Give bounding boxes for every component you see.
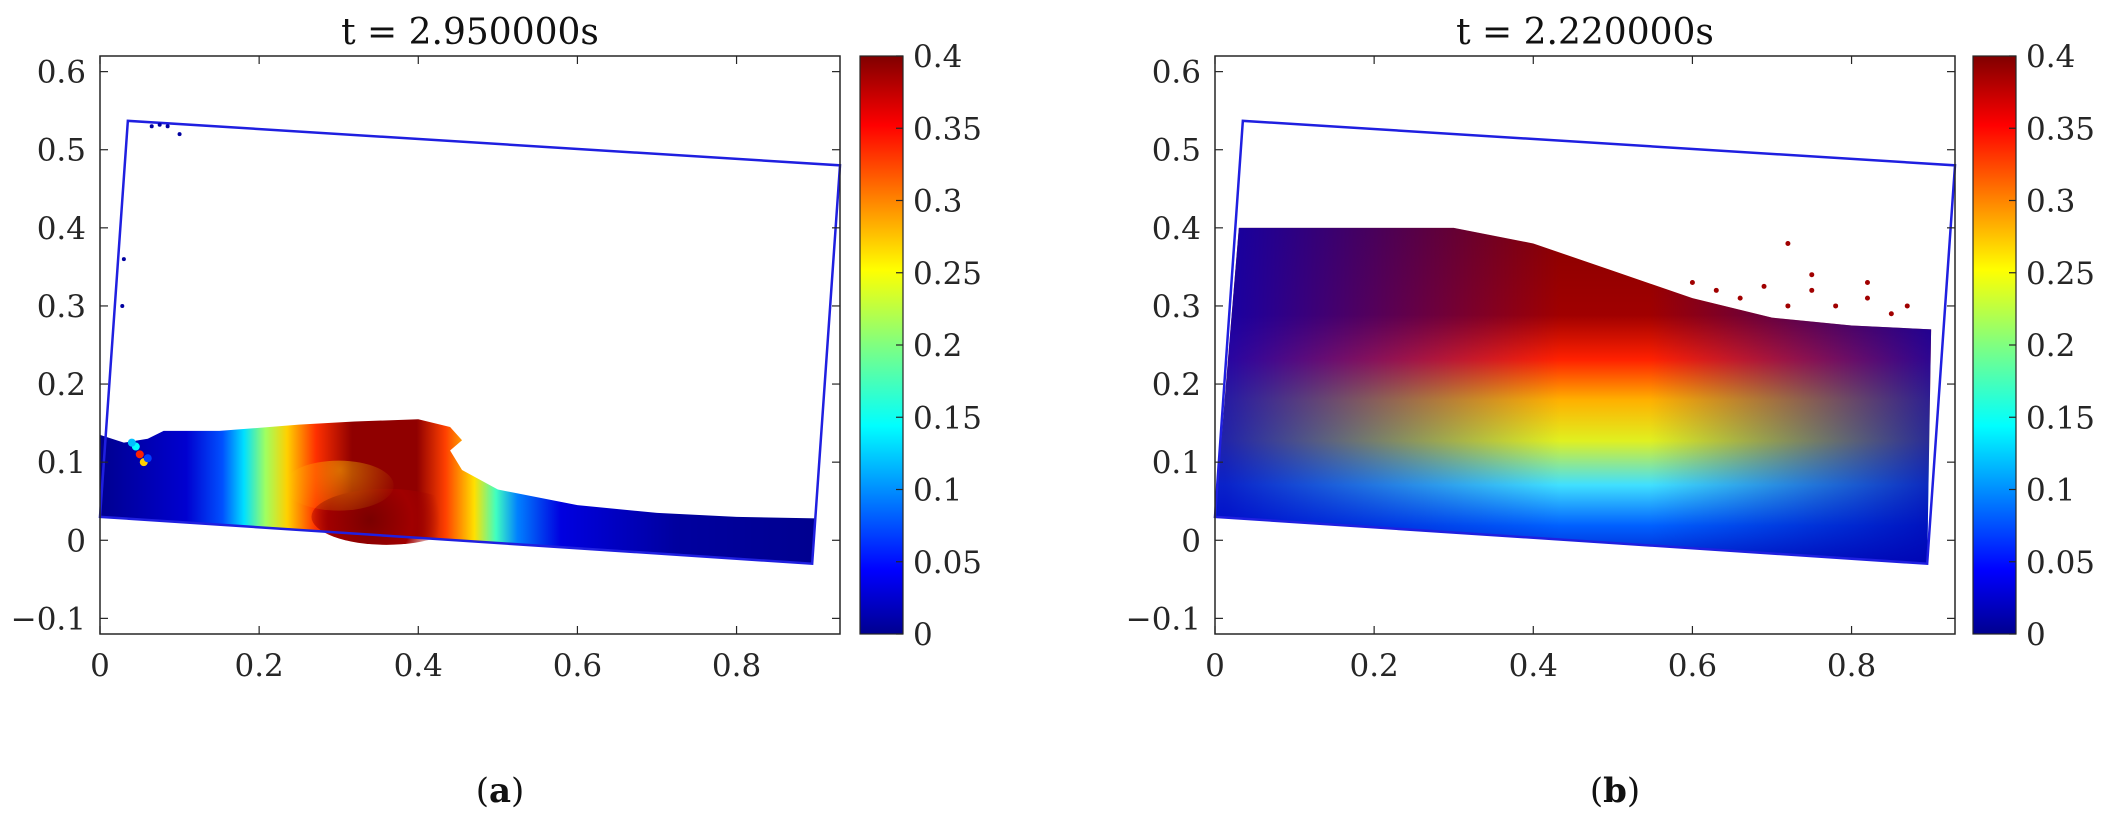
y-tick-label: 0: [66, 523, 86, 559]
y-tick-label: 0.2: [37, 367, 86, 403]
y-tick-label: 0.5: [1152, 133, 1201, 169]
x-tick-label: 0: [1205, 648, 1225, 684]
spray-particle: [121, 257, 126, 262]
colorbar-tick-label: 0.4: [913, 39, 962, 75]
chart-title-b: t = 2.220000s: [1456, 12, 1714, 53]
spray-particle: [1785, 303, 1791, 309]
chart-title-a: t = 2.950000s: [341, 12, 599, 53]
colorbar-tick-label: 0.05: [913, 545, 982, 581]
x-tick-label: 0.2: [234, 648, 283, 684]
spray-particle: [165, 124, 170, 129]
colorbar-a: [859, 55, 904, 635]
x-tick-label: 0.8: [1827, 648, 1876, 684]
colorbar-tick-label: 0.2: [913, 328, 962, 364]
y-tick-label: 0.1: [37, 445, 86, 481]
y-tick-label: 0.3: [1152, 289, 1201, 325]
caption-a: (a): [476, 771, 525, 811]
colorbar-tick-label: 0.25: [913, 256, 982, 292]
spray-particle: [1689, 280, 1695, 286]
y-tick-label: 0.5: [37, 133, 86, 169]
spray-particles-b: [1689, 240, 1910, 317]
spray-particle: [1713, 287, 1719, 293]
spray-particle: [1864, 280, 1870, 286]
spray-particle: [149, 124, 154, 129]
y-tick-label: 0.2: [1152, 367, 1201, 403]
y-tick-label: −0.1: [1126, 601, 1201, 637]
spray-particle: [1809, 287, 1815, 293]
colorbar-tick-label: 0.4: [2026, 39, 2075, 75]
colorbar-tick-label: 0.3: [2026, 184, 2075, 220]
colorbar-tick-label: 0.35: [2026, 111, 2095, 147]
x-tick-label: 0.6: [553, 648, 602, 684]
y-tick-label: 0.1: [1152, 445, 1201, 481]
caption-b: (b): [1590, 771, 1640, 811]
colorbar-tick-label: 0.15: [913, 400, 982, 436]
fluid-body-a: [100, 419, 817, 564]
x-tick-label: 0.4: [394, 648, 443, 684]
splash-particle: [127, 438, 136, 447]
splash-particle: [135, 450, 144, 459]
mid-band: [283, 460, 394, 511]
splash-particle: [143, 454, 152, 463]
axes-frame-a: [99, 55, 841, 635]
spray-particle: [177, 132, 182, 137]
colorbar-b: [1972, 55, 2017, 635]
x-tick-label: 0.8: [712, 648, 761, 684]
colorbar-tick-label: 0.05: [2026, 545, 2095, 581]
colorbar-tick-label: 0.2: [2026, 328, 2075, 364]
x-tick-label: 0.4: [1509, 648, 1558, 684]
spray-particle: [1833, 303, 1839, 309]
spray-particles-a: [120, 122, 182, 467]
x-tick-label: 0.6: [1668, 648, 1717, 684]
colorbar-tick-label: 0.1: [913, 473, 962, 509]
colorbar-tick-label: 0: [2026, 617, 2046, 653]
y-tick-label: 0.6: [1152, 55, 1201, 91]
colorbar-tick-label: 0.1: [2026, 473, 2075, 509]
colorbar-tick-label: 0: [913, 617, 933, 653]
fluid-right-shade: [1215, 227, 1932, 564]
colorbar-tick-label: 0.35: [913, 111, 982, 147]
y-tick-label: 0.6: [37, 55, 86, 91]
spray-particle: [1761, 283, 1767, 289]
colorbar-tick-label: 0.15: [2026, 400, 2095, 436]
spray-particle: [1904, 303, 1910, 309]
spray-particle: [1864, 295, 1870, 301]
y-tick-label: 0.3: [37, 289, 86, 325]
y-tick-label: 0.4: [37, 211, 86, 247]
x-ticks-b: 0 0.2 0.4 0.6 0.8: [1205, 56, 1876, 684]
x-tick-label: 0: [90, 648, 110, 684]
spray-particle: [1785, 240, 1791, 246]
chart-panel-b: 0 0.2 0.4 0.6 0.8 −0.100.10.20.30.40.50.6 t …: [1126, 12, 2095, 684]
spray-particle: [1737, 295, 1743, 301]
fluid-field-a: [100, 419, 817, 564]
chart-panel-a: 0 0.2 0.4 0.6 0.8 −0.100.10.20.30.40.50.6 t …: [11, 12, 982, 684]
spray-particle: [1888, 311, 1894, 317]
colorbar-tick-label: 0.25: [2026, 256, 2095, 292]
colorbar-tick-label: 0.3: [913, 184, 962, 220]
x-ticks-a: 0 0.2 0.4 0.6 0.8: [90, 56, 761, 684]
y-ticks-b: −0.1 0 0.1 0.2 0.3 0.4 0.5 0.6: [1126, 55, 1955, 637]
x-tick-label: 0.2: [1349, 648, 1398, 684]
y-tick-label: 0.4: [1152, 211, 1201, 247]
axes-frame-b: [1214, 55, 1956, 635]
fluid-field-b: [1215, 227, 1932, 564]
colorbar-ticks-b: 0 0.05 0.1 0.15 0.2 0.25 0.3 0.35 0.4: [2009, 39, 2095, 653]
spray-particle: [120, 303, 125, 308]
y-tick-label: −0.1: [11, 601, 86, 637]
y-ticks-a: −0.1 0 0.1 0.2 0.3 0.4 0.5 0.6: [11, 55, 840, 637]
spray-particle: [1809, 272, 1815, 278]
spray-particle: [157, 122, 162, 127]
y-tick-label: 0: [1181, 523, 1201, 559]
colorbar-ticks-a: 0 0.05 0.1 0.15 0.2 0.25 0.3 0.35 0.4: [896, 39, 982, 653]
